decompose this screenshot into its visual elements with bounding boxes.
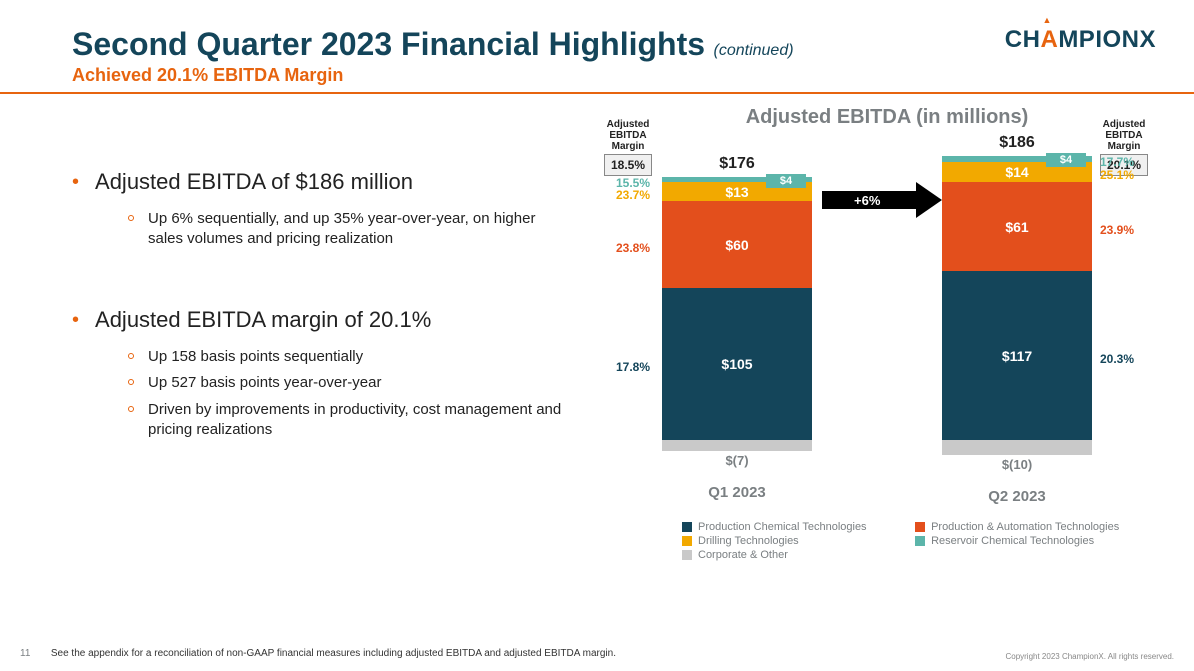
res-label-q2: $4 <box>1046 153 1086 167</box>
neg-label-q1: $(7) <box>662 453 812 468</box>
growth-arrow: +6% <box>822 185 942 215</box>
chart-legend: Production Chemical Technologies Drillin… <box>682 521 1152 563</box>
subbullet-icon <box>128 215 134 221</box>
bullet-2-sub-3: Driven by improvements in productivity, … <box>148 400 562 441</box>
bar-segment: $61 <box>942 182 1092 270</box>
bar-total-q2: $186 <box>942 134 1092 152</box>
bar-q2: $186$14$61$117$4$(10)Q2 2023 <box>942 134 1092 505</box>
bullet-icon: • <box>72 169 79 195</box>
q2-margin-drill: 25.1% <box>1100 168 1134 182</box>
copyright: Copyright 2023 ChampionX. All rights res… <box>1005 652 1174 661</box>
category-q2: Q2 2023 <box>942 488 1092 505</box>
q1-margin-drill: 23.7% <box>616 188 650 202</box>
bullet-icon: • <box>72 307 79 333</box>
chart-title: Adjusted EBITDA (in millions) <box>622 106 1152 129</box>
footnote: See the appendix for a reconciliation of… <box>51 648 616 659</box>
bar-segment: $117 <box>942 271 1092 441</box>
subbullet-icon <box>128 379 134 385</box>
neg-segment-q2 <box>942 440 1092 455</box>
bar-segment: $60 <box>662 201 812 288</box>
subtitle: Achieved 20.1% EBITDA Margin <box>72 65 1156 86</box>
bullet-list: • Adjusted EBITDA of $186 million Up 6% … <box>72 94 562 553</box>
bar-q1: $176$13$60$105$4$(7)Q1 2023 <box>662 155 812 501</box>
title-continued: (continued) <box>714 42 794 59</box>
q1-margin-pat: 23.8% <box>616 241 650 255</box>
q1-margin-pct: 17.8% <box>616 360 650 374</box>
bullet-2: Adjusted EBITDA margin of 20.1% <box>95 307 431 333</box>
bullet-1-sub-1: Up 6% sequentially, and up 35% year-over… <box>148 209 562 250</box>
res-label-q1: $4 <box>766 174 806 188</box>
q2-margin-pct: 20.3% <box>1100 352 1134 366</box>
page-title: Second Quarter 2023 Financial Highlights <box>72 26 705 63</box>
arrow-label: +6% <box>854 193 880 208</box>
q2-margin-res: 17.7% <box>1100 155 1134 169</box>
q2-margin-pat: 23.9% <box>1100 223 1134 237</box>
bullet-2-sub-1: Up 158 basis points sequentially <box>148 347 363 367</box>
margin-badge-q1: AdjustedEBITDA Margin 18.5% <box>598 119 658 176</box>
category-q1: Q1 2023 <box>662 484 812 501</box>
bullet-1: Adjusted EBITDA of $186 million <box>95 169 413 195</box>
bar-total-q1: $176 <box>662 155 812 173</box>
subbullet-icon <box>128 406 134 412</box>
bullet-2-sub-2: Up 527 basis points year-over-year <box>148 373 381 393</box>
bar-segment: $105 <box>662 288 812 440</box>
ebitda-chart: Adjusted EBITDA (in millions) AdjustedEB… <box>562 94 1152 553</box>
subbullet-icon <box>128 353 134 359</box>
neg-label-q2: $(10) <box>942 457 1092 472</box>
championx-logo: CHAMPIONX <box>1005 26 1156 54</box>
page-number: 11 <box>20 648 30 659</box>
neg-segment-q1 <box>662 440 812 450</box>
